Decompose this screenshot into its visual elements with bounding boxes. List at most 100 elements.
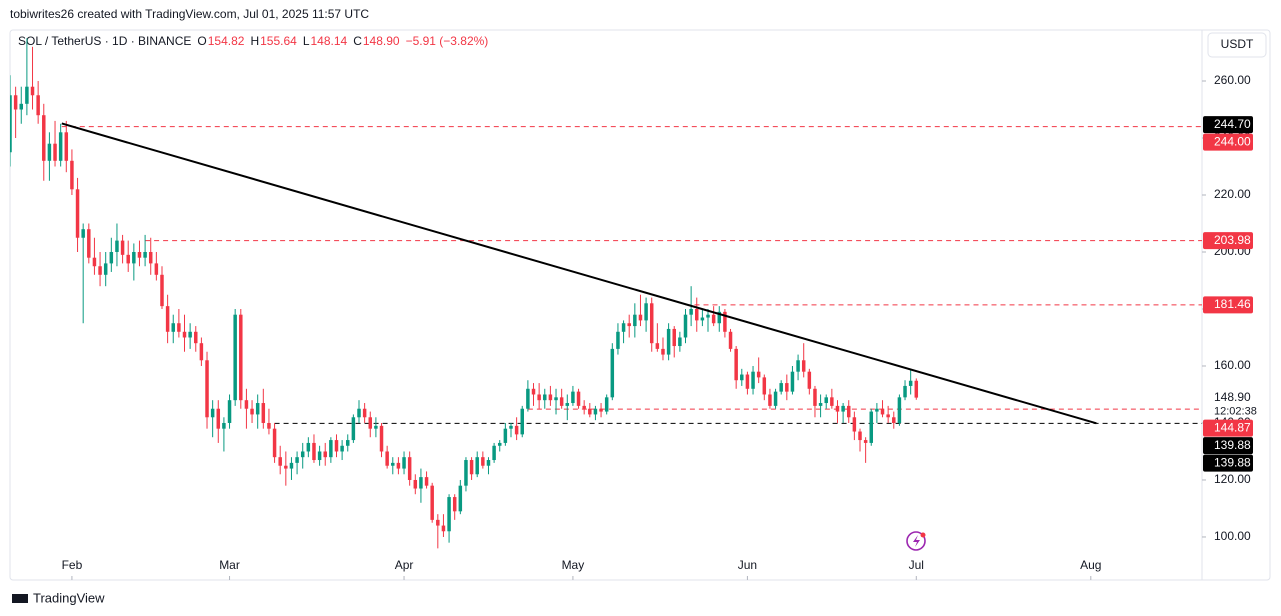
ohlc-value: 155.64	[260, 34, 297, 48]
candle-body	[165, 306, 170, 332]
candle-body	[756, 371, 761, 378]
candle-body	[244, 400, 249, 409]
candle-body	[666, 328, 671, 355]
candle-body	[492, 445, 496, 461]
price-label-bg	[1203, 454, 1253, 472]
candle-body	[588, 408, 592, 415]
candle-body	[903, 385, 907, 398]
candle-body	[357, 408, 361, 418]
candle-body	[830, 397, 834, 406]
candle-body	[374, 425, 378, 429]
candle-body	[762, 377, 767, 395]
candle-body	[329, 440, 333, 458]
candle-body	[132, 251, 136, 264]
candle-body	[745, 374, 750, 389]
candle-body	[661, 348, 665, 355]
ohlc-value: 154.82	[208, 34, 245, 48]
currency[interactable]: USDT	[1221, 37, 1254, 51]
candle-body	[64, 132, 69, 161]
candle-body	[514, 425, 519, 435]
candle-body	[413, 479, 418, 489]
candle-body	[210, 408, 215, 418]
candle-body	[126, 254, 130, 264]
countdown: 12:02:38	[1214, 406, 1257, 418]
ohlc-value: 148.14	[311, 34, 348, 48]
price-label-bg	[1203, 116, 1253, 134]
candle-body	[610, 348, 615, 398]
candle-body	[469, 460, 474, 475]
y-tick-label: 260.00	[1214, 73, 1251, 87]
candle-body	[300, 451, 305, 458]
candle-body	[340, 445, 344, 452]
candle-body	[526, 388, 530, 409]
ohlc-key: O	[197, 34, 206, 48]
candle-body	[278, 457, 282, 466]
candle-body	[70, 160, 74, 190]
candle-body	[537, 394, 541, 401]
candle-body	[289, 462, 294, 469]
candle-body	[548, 394, 553, 401]
credit: tobiwrites26 created with TradingView.co…	[10, 7, 369, 21]
candle-body	[115, 240, 119, 252]
candle-body	[875, 408, 879, 412]
candle-body	[464, 460, 468, 486]
price-label-bg	[1203, 389, 1253, 407]
candle-body	[689, 308, 693, 315]
candle-body	[160, 274, 164, 307]
candle-body	[424, 477, 429, 486]
candle-body	[818, 403, 823, 406]
candle-body	[520, 408, 524, 435]
candle-body	[835, 405, 840, 412]
x-tick-label: May	[562, 558, 585, 572]
candle-body	[58, 132, 63, 161]
candle-body	[683, 314, 688, 338]
candle-body	[13, 95, 18, 110]
currency-button[interactable]	[1207, 32, 1267, 58]
price-label: 244.70	[1214, 117, 1251, 131]
candle-body	[621, 323, 626, 332]
candle-body	[182, 331, 187, 338]
candle-body	[379, 425, 384, 452]
candle-body	[627, 323, 631, 327]
candle-body	[233, 314, 237, 401]
candle-body	[841, 405, 845, 412]
x-tick-label: Feb	[62, 558, 83, 572]
price-label-bg	[1203, 437, 1253, 455]
candle-body	[886, 414, 890, 418]
candle-body	[880, 408, 885, 415]
candle-body	[531, 388, 536, 395]
candle-body	[250, 408, 254, 415]
candle-body	[205, 360, 209, 418]
y-tick-label: 160.00	[1214, 358, 1251, 372]
candle-body	[385, 451, 389, 466]
candle-body	[323, 451, 327, 458]
x-tick-label: Mar	[219, 558, 240, 572]
candle-body	[362, 408, 367, 418]
x-tick-label: Aug	[1080, 558, 1101, 572]
candle-body	[75, 189, 80, 238]
candle-body	[711, 314, 716, 324]
x-tick-label: Jul	[909, 558, 924, 572]
candle-body	[87, 229, 91, 258]
candle-body	[908, 380, 913, 386]
candle-body	[53, 143, 57, 161]
news-icon[interactable]	[906, 531, 926, 551]
candle-body	[25, 86, 29, 104]
candle-body	[295, 457, 299, 463]
candle-body	[796, 360, 800, 372]
candle-body	[396, 462, 401, 469]
candle-body	[255, 403, 260, 415]
candle-body	[892, 417, 896, 423]
candle-body	[19, 103, 24, 110]
candle-body	[768, 394, 772, 406]
candle-body	[869, 411, 874, 443]
candle-body	[700, 317, 705, 321]
candle-body	[723, 311, 727, 332]
candle-body	[593, 408, 598, 415]
price-label: 139.88	[1214, 455, 1251, 469]
candle-body	[633, 314, 637, 327]
x-tick-label: Jun	[738, 558, 757, 572]
candle-body	[604, 397, 609, 412]
logo	[12, 594, 28, 603]
ohlc-key: L	[303, 34, 310, 48]
